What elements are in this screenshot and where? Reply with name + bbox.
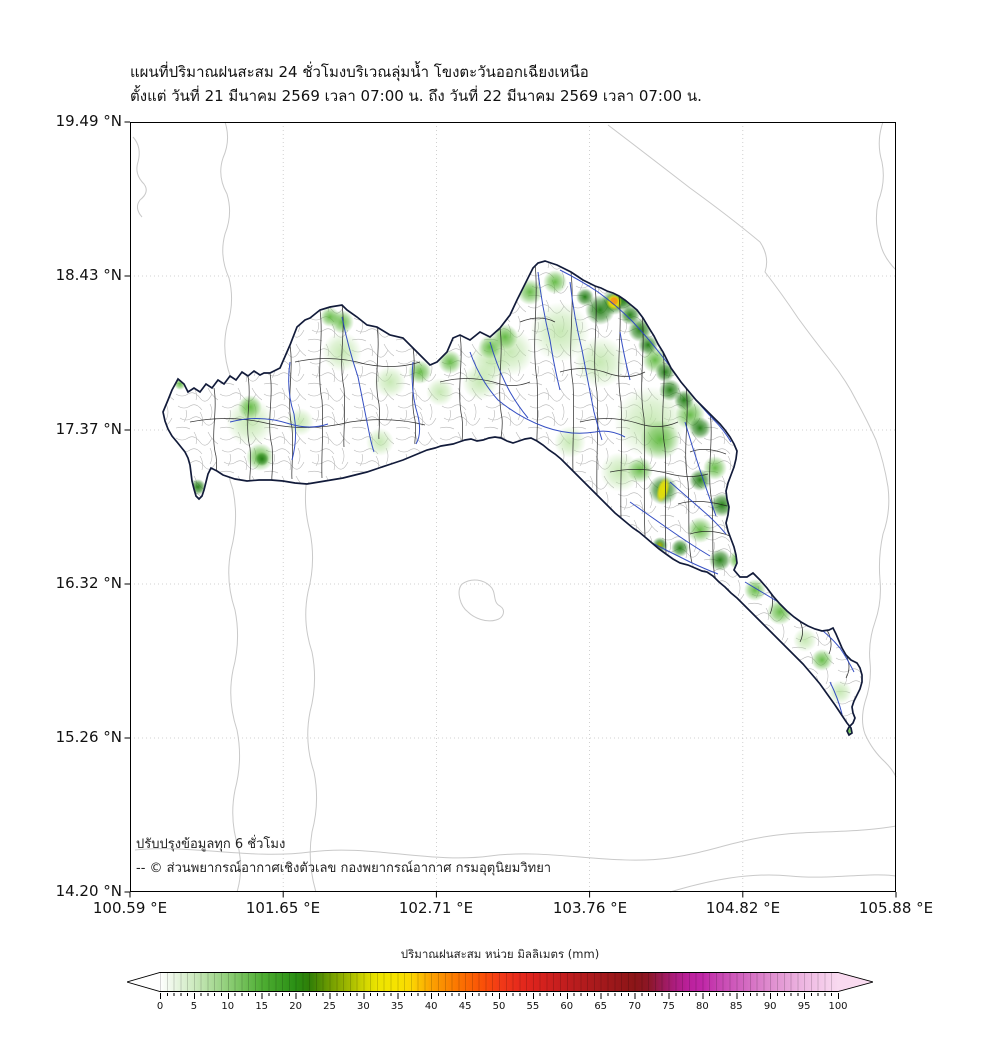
colorbar: ปริมาณฝนสะสม หน่วย มิลลิเมตร (mm) <box>127 946 873 1024</box>
x-axis-label-3: 103.76 °E <box>552 899 628 917</box>
figure-title: แผนที่ปริมาณฝนสะสม 24 ชั่วโมงบริเวณลุ่มน… <box>130 60 702 108</box>
colorbar-gradient-bar <box>127 972 873 992</box>
colorbar-title: ปริมาณฝนสะสม หน่วย มิลลิเมตร (mm) <box>400 947 600 961</box>
axis-ticks <box>124 121 897 898</box>
subbasin-boundaries <box>189 262 850 679</box>
colorbar-tick-9: 45 <box>458 1001 472 1012</box>
colorbar-tick-5: 25 <box>323 1001 336 1012</box>
y-axis-label-4: 15.26 °N <box>55 728 122 746</box>
colorbar-tick-20: 100 <box>828 1001 848 1012</box>
lake-outline <box>458 579 504 622</box>
y-axis-label-1: 18.43 °N <box>55 266 122 284</box>
border-line-bottom-2 <box>669 874 897 893</box>
map-title-line1: แผนที่ปริมาณฝนสะสม 24 ชั่วโมงบริเวณลุ่มน… <box>130 63 589 81</box>
colorbar-tick-0: 0 <box>156 1001 164 1012</box>
colorbar-tick-1: 5 <box>190 1001 198 1012</box>
plot-background <box>130 122 896 892</box>
basin-outer-border <box>162 260 863 737</box>
colorbar-tick-18: 90 <box>763 1001 777 1012</box>
colorbar-tick-6: 30 <box>357 1001 370 1012</box>
y-axis-label-2: 17.37 °N <box>55 420 122 438</box>
border-line-right-top <box>875 121 897 271</box>
rainfall-hotspot-south <box>656 541 664 549</box>
map-plot-area: ปรับปรุงข้อมูลทุก 6 ชั่วโมง -- © ส่วนพยา… <box>124 121 897 898</box>
colorbar-tick-11: 55 <box>526 1001 540 1012</box>
colorbar-tick-10: 50 <box>492 1001 506 1012</box>
border-line-west-2 <box>304 471 318 893</box>
graticule-gridlines <box>130 122 896 892</box>
colorbar-tick-8: 40 <box>424 1001 438 1012</box>
colorbar-segment-lines <box>160 972 838 992</box>
mekong-river <box>559 269 732 443</box>
colorbar-tick-15: 75 <box>662 1001 675 1012</box>
map-title-line2: ตั้งแต่ วันที่ 21 มีนาคม 2569 เวลา 07:00… <box>130 87 702 105</box>
colorbar-tick-12: 60 <box>560 1001 574 1012</box>
colorbar-tick-4: 20 <box>289 1001 302 1012</box>
border-line-northeast <box>607 124 897 778</box>
x-axis-label-4: 104.82 °E <box>705 899 781 917</box>
y-axis-label-0: 19.49 °N <box>55 112 122 130</box>
y-axis-label-3: 16.32 °N <box>55 574 122 592</box>
x-axis-label-0: 100.59 °E <box>92 899 168 917</box>
map-svg <box>124 121 897 898</box>
colorbar-tick-16: 80 <box>696 1001 709 1012</box>
colorbar-tick-2: 10 <box>221 1001 235 1012</box>
credit-note: -- © ส่วนพยากรณ์อากาศเชิงตัวเลข กองพยากร… <box>136 861 552 876</box>
x-axis-label-1: 101.65 °E <box>245 899 321 917</box>
x-axis-label-5: 105.88 °E <box>858 899 934 917</box>
colorbar-major-ticks <box>160 993 840 999</box>
colorbar-tick-13: 65 <box>594 1001 608 1012</box>
colorbar-svg <box>127 972 873 992</box>
colorbar-tick-3: 15 <box>255 1001 269 1012</box>
rainfall-medium-green <box>174 270 855 735</box>
border-line-bottom-1 <box>134 825 897 861</box>
x-axis-label-2: 102.71 °E <box>398 899 474 917</box>
colorbar-tick-19: 95 <box>797 1001 811 1012</box>
colorbar-tick-14: 70 <box>628 1001 641 1012</box>
colorbar-tick-17: 85 <box>729 1001 743 1012</box>
y-axis-label-5: 14.20 °N <box>55 882 122 900</box>
border-line-topleft <box>132 136 147 218</box>
colorbar-tick-7: 35 <box>390 1001 404 1012</box>
rainfall-hotspot-central <box>656 477 670 503</box>
update-note: ปรับปรุงข้อมูลทุก 6 ชั่วโมง <box>136 837 286 852</box>
axes-frame <box>130 122 896 892</box>
